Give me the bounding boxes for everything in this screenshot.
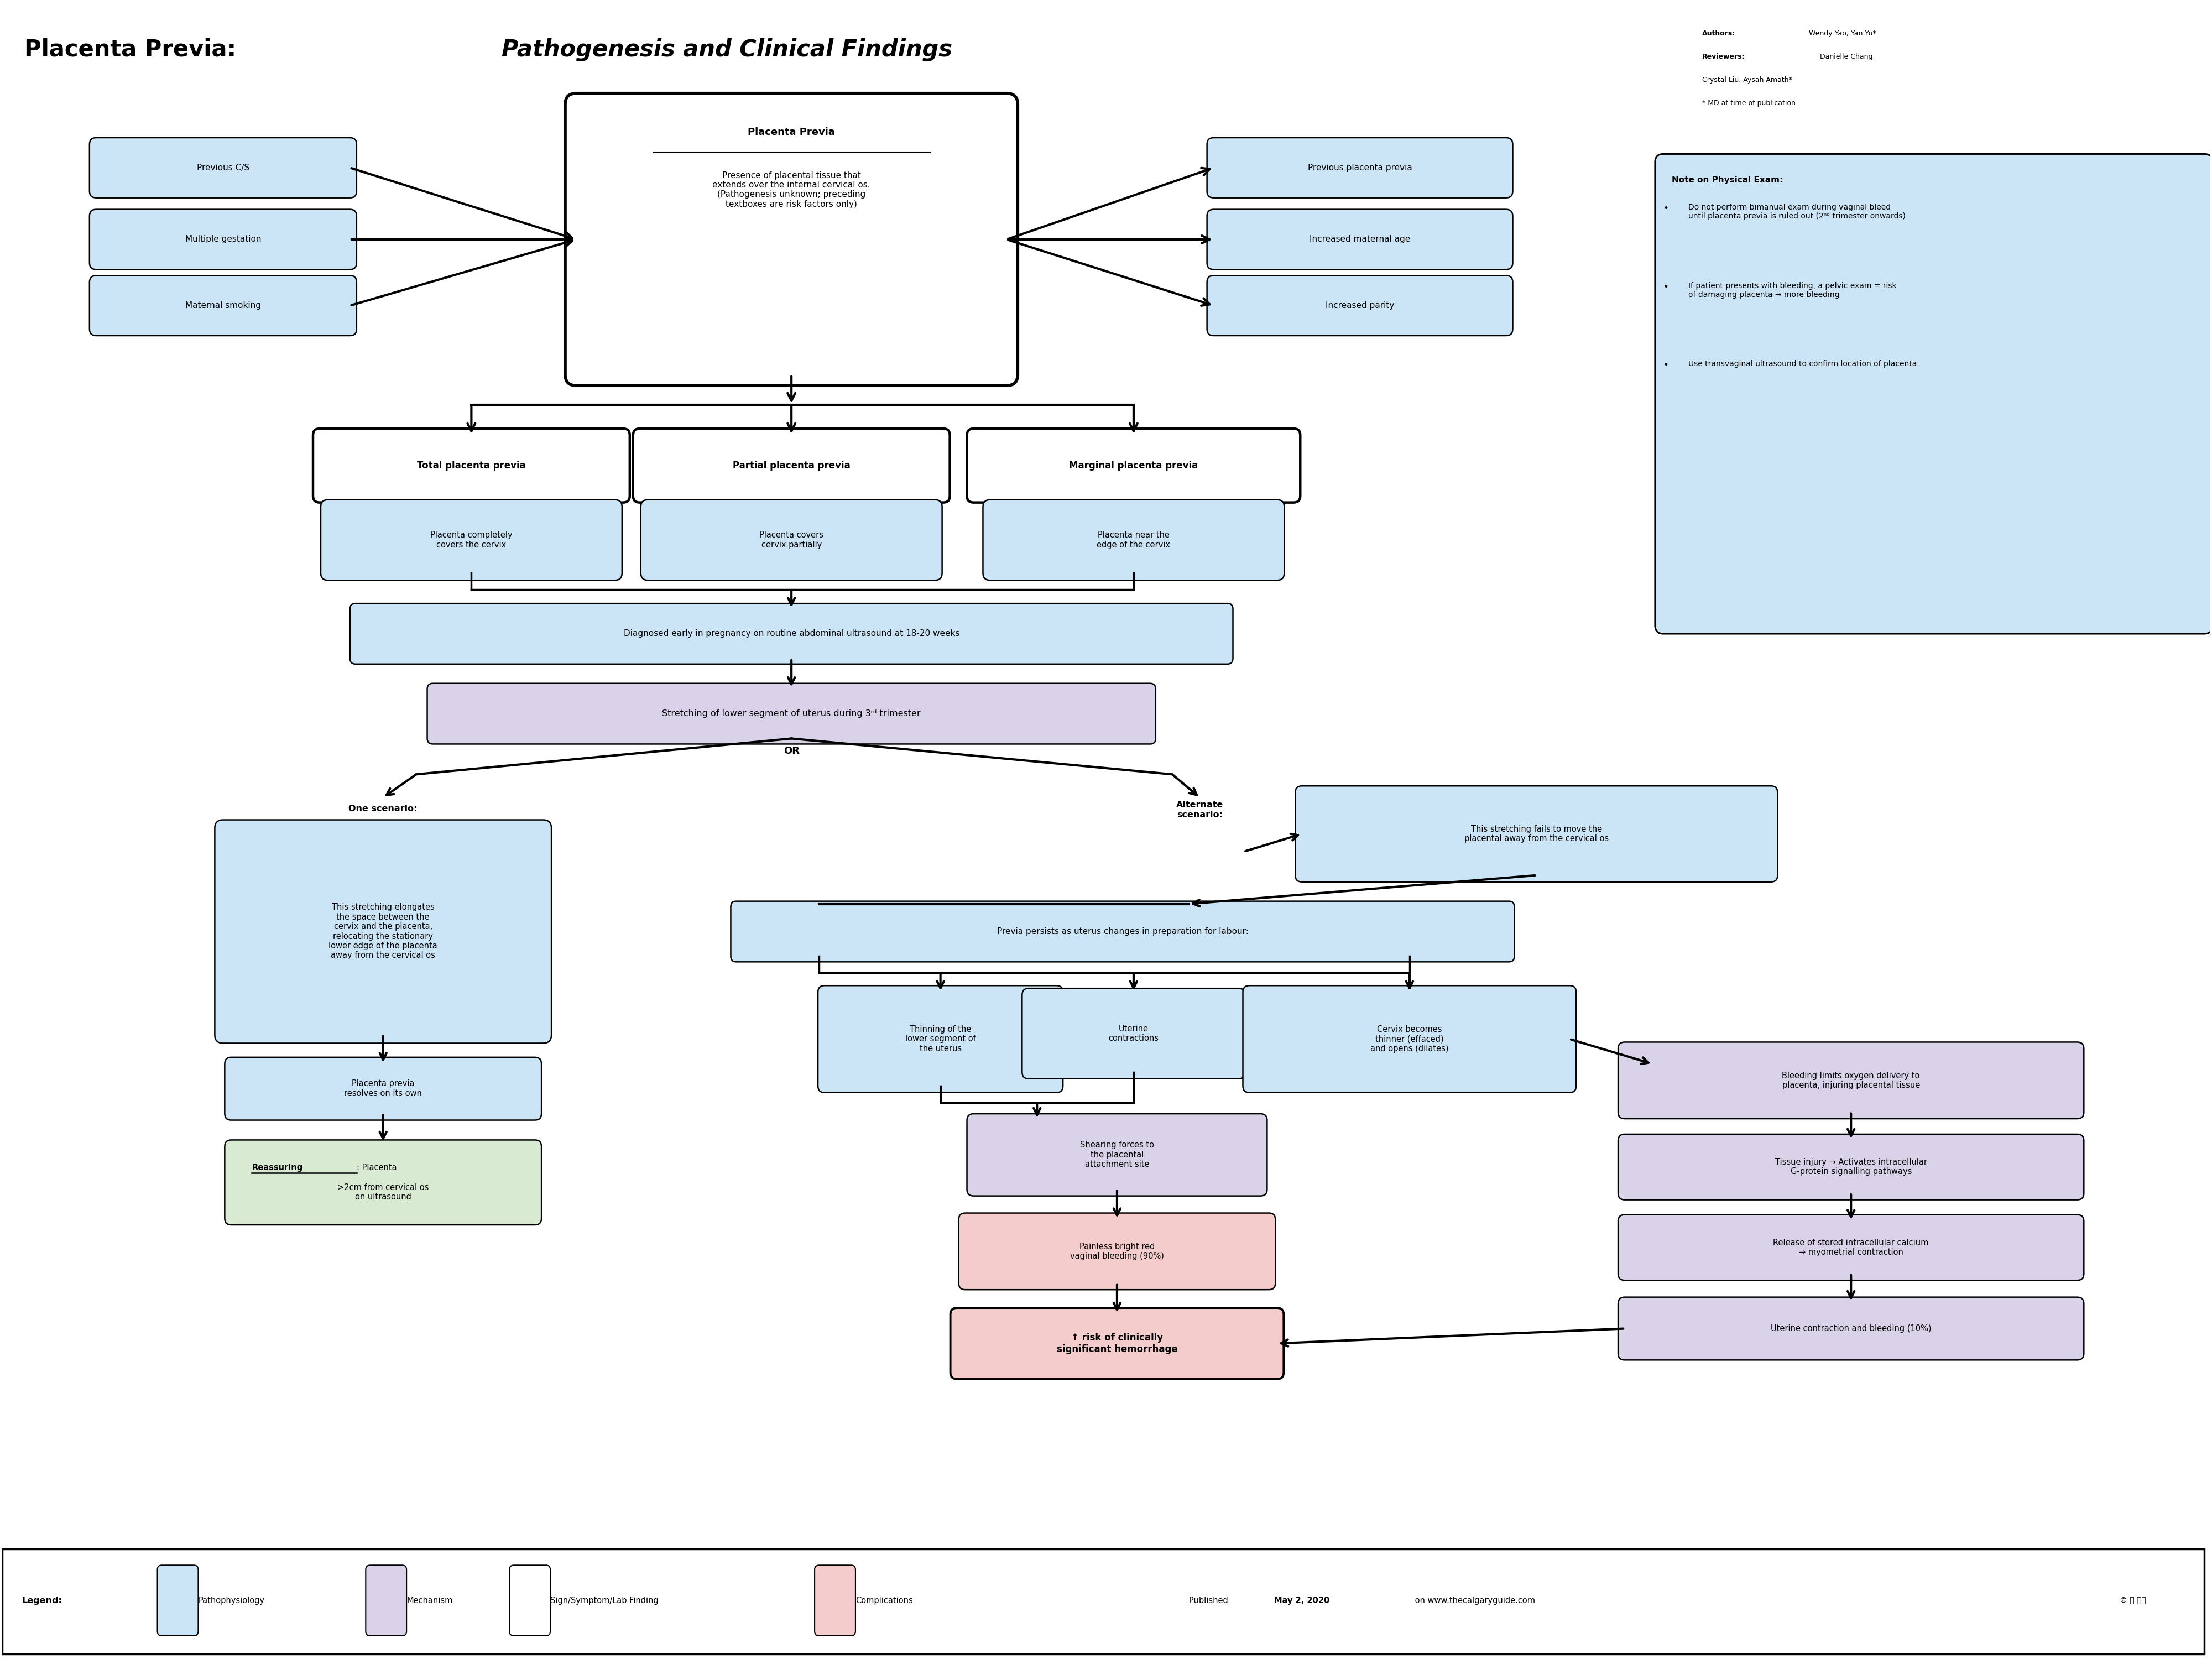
FancyBboxPatch shape [1022, 989, 1245, 1078]
Text: : Placenta: : Placenta [356, 1163, 396, 1171]
FancyBboxPatch shape [1208, 138, 1513, 197]
FancyBboxPatch shape [312, 428, 630, 503]
Text: Wendy Yao, Yan Yu*: Wendy Yao, Yan Yu* [1807, 30, 1876, 36]
Text: Increased maternal age: Increased maternal age [1310, 236, 1411, 244]
Text: •: • [1663, 204, 1668, 214]
Text: Complications: Complications [856, 1596, 914, 1604]
Text: Placenta Previa: Placenta Previa [748, 128, 836, 138]
FancyBboxPatch shape [1619, 1042, 2084, 1118]
FancyBboxPatch shape [1655, 154, 2212, 634]
Text: Thinning of the
lower segment of
the uterus: Thinning of the lower segment of the ute… [905, 1025, 975, 1053]
Text: Placenta near the
edge of the cervix: Placenta near the edge of the cervix [1097, 531, 1170, 549]
Text: Marginal placenta previa: Marginal placenta previa [1068, 461, 1199, 471]
Text: OR: OR [783, 747, 799, 757]
Text: This stretching elongates
the space between the
cervix and the placenta,
relocat: This stretching elongates the space betw… [330, 902, 438, 959]
FancyBboxPatch shape [633, 428, 949, 503]
Text: >2cm from cervical os
on ultrasound: >2cm from cervical os on ultrasound [338, 1183, 429, 1201]
Text: Uterine contraction and bleeding (10%): Uterine contraction and bleeding (10%) [1770, 1324, 1931, 1332]
Text: Mechanism: Mechanism [407, 1596, 453, 1604]
FancyBboxPatch shape [88, 209, 356, 269]
Text: Previa persists as uterus changes in preparation for labour:: Previa persists as uterus changes in pre… [998, 927, 1248, 936]
Text: Authors:: Authors: [1701, 30, 1734, 36]
FancyBboxPatch shape [321, 499, 622, 581]
Text: One scenario:: One scenario: [349, 805, 418, 813]
Text: Note on Physical Exam:: Note on Physical Exam: [1672, 176, 1783, 184]
FancyBboxPatch shape [951, 1307, 1283, 1379]
FancyBboxPatch shape [215, 820, 551, 1044]
FancyBboxPatch shape [88, 275, 356, 335]
FancyBboxPatch shape [1619, 1297, 2084, 1360]
FancyBboxPatch shape [958, 1213, 1276, 1289]
Text: Increased parity: Increased parity [1325, 302, 1394, 310]
FancyBboxPatch shape [982, 499, 1285, 581]
Text: Danielle Chang,: Danielle Chang, [1818, 53, 1876, 60]
Text: Presence of placental tissue that
extends over the internal cervical os.
(Pathog: Presence of placental tissue that extend… [712, 171, 872, 209]
Text: Maternal smoking: Maternal smoking [186, 302, 261, 310]
FancyBboxPatch shape [1208, 275, 1513, 335]
FancyBboxPatch shape [1208, 209, 1513, 269]
Text: Reassuring: Reassuring [252, 1163, 303, 1171]
FancyBboxPatch shape [2, 1550, 2203, 1654]
FancyBboxPatch shape [814, 1564, 856, 1636]
FancyBboxPatch shape [427, 684, 1155, 743]
FancyBboxPatch shape [365, 1564, 407, 1636]
Text: Previous C/S: Previous C/S [197, 164, 250, 173]
FancyBboxPatch shape [157, 1564, 199, 1636]
Text: Total placenta previa: Total placenta previa [418, 461, 526, 471]
FancyBboxPatch shape [1296, 786, 1778, 883]
Text: Placenta covers
cervix partially: Placenta covers cervix partially [759, 531, 823, 549]
Text: Diagnosed early in pregnancy on routine abdominal ultrasound at 18-20 weeks: Diagnosed early in pregnancy on routine … [624, 629, 960, 637]
Text: Placenta previa
resolves on its own: Placenta previa resolves on its own [345, 1080, 422, 1098]
Text: •: • [1663, 360, 1668, 370]
Text: May 2, 2020: May 2, 2020 [1274, 1596, 1329, 1604]
Text: Reviewers:: Reviewers: [1701, 53, 1745, 60]
Text: •: • [1663, 282, 1668, 292]
Text: Shearing forces to
the placental
attachment site: Shearing forces to the placental attachm… [1079, 1141, 1155, 1168]
FancyBboxPatch shape [967, 1113, 1267, 1196]
Text: Pathophysiology: Pathophysiology [199, 1596, 265, 1604]
Text: Bleeding limits oxygen delivery to
placenta, injuring placental tissue: Bleeding limits oxygen delivery to place… [1783, 1072, 1920, 1090]
FancyBboxPatch shape [509, 1564, 551, 1636]
FancyBboxPatch shape [88, 138, 356, 197]
Text: Previous placenta previa: Previous placenta previa [1307, 164, 1411, 173]
FancyBboxPatch shape [1243, 985, 1577, 1093]
Text: Use transvaginal ultrasound to confirm location of placenta: Use transvaginal ultrasound to confirm l… [1688, 360, 1918, 368]
FancyBboxPatch shape [967, 428, 1301, 503]
Text: Placenta Previa:: Placenta Previa: [24, 38, 243, 61]
Text: © Ⓡ ⓈⓂ: © Ⓡ ⓈⓂ [2119, 1596, 2146, 1604]
Text: Uterine
contractions: Uterine contractions [1108, 1025, 1159, 1042]
Text: Sign/Symptom/Lab Finding: Sign/Symptom/Lab Finding [551, 1596, 659, 1604]
Text: Legend:: Legend: [22, 1596, 62, 1604]
FancyBboxPatch shape [566, 93, 1018, 385]
FancyBboxPatch shape [349, 604, 1232, 664]
FancyBboxPatch shape [730, 901, 1515, 962]
Text: This stretching fails to move the
placental away from the cervical os: This stretching fails to move the placen… [1464, 825, 1608, 843]
FancyBboxPatch shape [641, 499, 942, 581]
FancyBboxPatch shape [226, 1057, 542, 1120]
Text: Cervix becomes
thinner (effaced)
and opens (dilates): Cervix becomes thinner (effaced) and ope… [1371, 1025, 1449, 1053]
Text: Published: Published [1188, 1596, 1230, 1604]
Text: Placenta completely
covers the cervix: Placenta completely covers the cervix [431, 531, 513, 549]
Text: Release of stored intracellular calcium
→ myometrial contraction: Release of stored intracellular calcium … [1774, 1239, 1929, 1256]
Text: Multiple gestation: Multiple gestation [186, 236, 261, 244]
Text: Do not perform bimanual exam during vaginal bleed
until placenta previa is ruled: Do not perform bimanual exam during vagi… [1688, 204, 1905, 221]
FancyBboxPatch shape [1619, 1214, 2084, 1281]
Text: on www.thecalgaryguide.com: on www.thecalgaryguide.com [1411, 1596, 1535, 1604]
FancyBboxPatch shape [226, 1140, 542, 1224]
Text: Pathogenesis and Clinical Findings: Pathogenesis and Clinical Findings [502, 38, 953, 61]
Text: Stretching of lower segment of uterus during 3ʳᵈ trimester: Stretching of lower segment of uterus du… [661, 710, 920, 718]
Text: Crystal Liu, Aysah Amath*: Crystal Liu, Aysah Amath* [1701, 76, 1792, 83]
Text: * MD at time of publication: * MD at time of publication [1701, 100, 1796, 106]
Text: If patient presents with bleeding, a pelvic exam = risk
of damaging placenta → m: If patient presents with bleeding, a pel… [1688, 282, 1896, 299]
FancyBboxPatch shape [1619, 1135, 2084, 1199]
Text: Alternate
scenario:: Alternate scenario: [1177, 801, 1223, 820]
Text: Partial placenta previa: Partial placenta previa [732, 461, 849, 471]
Text: ↑ risk of clinically
significant hemorrhage: ↑ risk of clinically significant hemorrh… [1057, 1332, 1177, 1354]
Text: Tissue injury → Activates intracellular
G-protein signalling pathways: Tissue injury → Activates intracellular … [1774, 1158, 1927, 1176]
FancyBboxPatch shape [818, 985, 1064, 1093]
Text: Painless bright red
vaginal bleeding (90%): Painless bright red vaginal bleeding (90… [1071, 1243, 1164, 1261]
